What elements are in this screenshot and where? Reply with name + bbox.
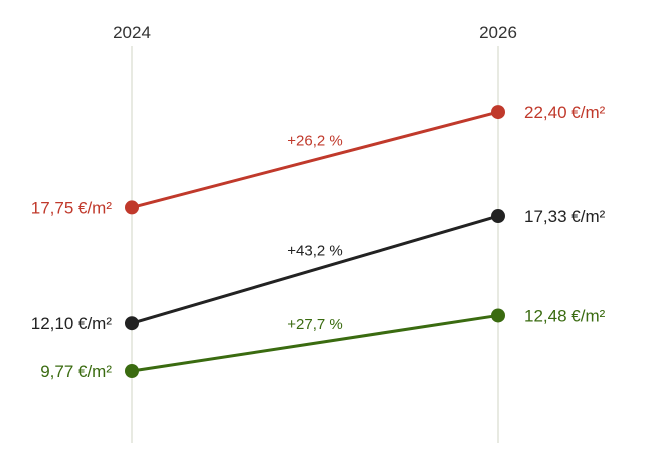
x-axis-label-2024: 2024 (113, 23, 151, 42)
series-line-2 (131, 313, 499, 373)
data-point-2024-series-1 (125, 316, 139, 331)
change-label-series-1: +43,2 % (287, 243, 342, 260)
value-label-2024-series-0: 17,75 €/m² (31, 198, 113, 217)
change-label-series-0: +26,2 % (287, 133, 342, 150)
data-point-2026-series-0 (491, 105, 505, 120)
series-2: 9,77 €/m² 12,48 €/m² +27,7 % (40, 306, 605, 381)
value-label-2026-series-2: 12,48 €/m² (524, 306, 606, 325)
series-line-1 (131, 214, 499, 325)
series-0: 17,75 €/m² 22,40 €/m² +26,2 % (31, 103, 606, 217)
x-axis-label-2026: 2026 (479, 23, 517, 42)
value-label-2024-series-1: 12,10 €/m² (31, 314, 113, 333)
data-point-2024-series-2 (125, 364, 139, 378)
series-layer: 17,75 €/m² 22,40 €/m² +26,2 % 12,10 €/m² 17,… (31, 103, 606, 381)
change-label-series-2: +27,7 % (287, 316, 342, 333)
value-label-2024-series-2: 9,77 €/m² (40, 362, 112, 381)
value-label-2026-series-0: 22,40 €/m² (524, 103, 606, 122)
series-1: 12,10 €/m² 17,33 €/m² +43,2 % (31, 207, 606, 333)
series-line-0 (131, 110, 499, 209)
data-point-2026-series-1 (491, 209, 505, 224)
data-point-2026-series-2 (491, 308, 505, 323)
data-point-2024-series-0 (125, 200, 139, 215)
value-label-2026-series-1: 17,33 €/m² (524, 207, 606, 226)
